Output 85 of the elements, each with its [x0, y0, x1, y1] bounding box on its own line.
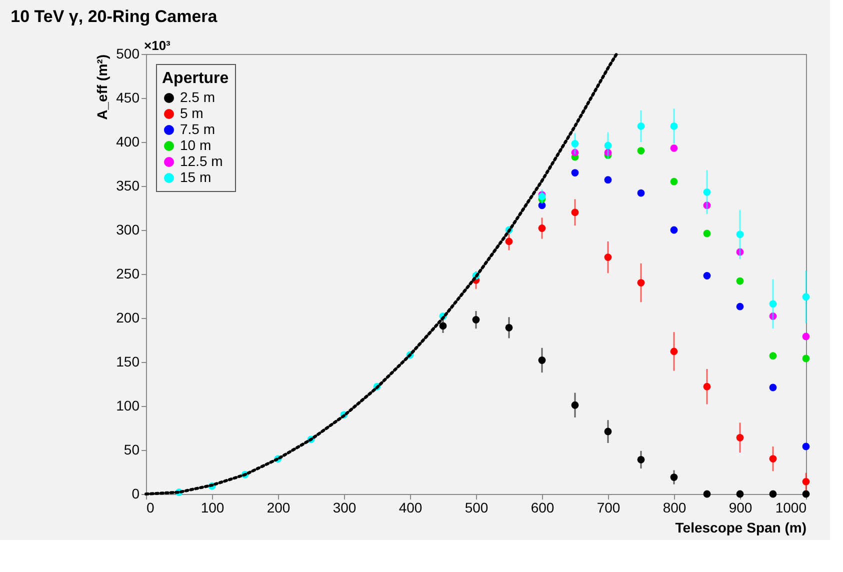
- point: [637, 189, 645, 197]
- y-tick-label: 150: [116, 354, 140, 370]
- legend-label: 12.5 m: [180, 153, 223, 169]
- point: [670, 122, 678, 130]
- x-tick-label: 0: [146, 500, 154, 516]
- point: [802, 478, 810, 486]
- x-tick-label: 900: [728, 500, 752, 516]
- point: [736, 248, 744, 256]
- point: [670, 474, 678, 481]
- y-tick-label: 200: [116, 310, 140, 326]
- point: [769, 490, 777, 498]
- x-tick-label: 200: [266, 500, 290, 516]
- point: [670, 144, 678, 152]
- point: [604, 428, 612, 436]
- point: [637, 122, 645, 130]
- x-tick-label: 100: [200, 500, 224, 516]
- y-tick-label: 250: [116, 266, 140, 282]
- legend-title: Aperture: [162, 70, 229, 87]
- point: [802, 354, 810, 362]
- y-tick-label: 400: [116, 134, 140, 150]
- point: [769, 455, 777, 462]
- y-tick-label: 500: [116, 46, 140, 62]
- point: [637, 456, 645, 464]
- legend-label: 15 m: [180, 169, 212, 185]
- point: [538, 356, 546, 364]
- point: [703, 202, 711, 210]
- point: [802, 490, 810, 498]
- point: [703, 490, 711, 498]
- y-tick-label: 50: [124, 442, 140, 458]
- point: [703, 188, 711, 196]
- point: [571, 140, 579, 148]
- point: [736, 277, 744, 285]
- point: [472, 316, 480, 324]
- point: [769, 312, 777, 320]
- x-tick-label: 1000: [775, 500, 807, 516]
- point: [736, 302, 744, 310]
- x-tick-label: 300: [332, 500, 356, 516]
- legend-label: 10 m: [180, 137, 212, 153]
- point: [703, 382, 711, 390]
- point: [604, 142, 612, 150]
- point: [571, 148, 579, 156]
- point: [604, 148, 612, 156]
- x-tick-label: 800: [662, 500, 686, 516]
- point: [703, 272, 711, 280]
- point: [769, 384, 777, 392]
- point: [604, 254, 612, 261]
- legend-label: 2.5 m: [180, 89, 216, 105]
- x-tick-label: 500: [464, 500, 488, 516]
- chart-title: 10 TeV γ, 20-Ring Camera: [10, 7, 218, 26]
- point: [604, 176, 612, 184]
- point: [670, 348, 678, 356]
- point: [769, 352, 777, 360]
- point: [571, 208, 579, 216]
- legend-label: 7.5 m: [180, 121, 216, 137]
- point: [670, 178, 678, 186]
- point: [703, 230, 711, 238]
- y-axis-title: A_eff (m²): [94, 54, 110, 120]
- point: [571, 169, 579, 176]
- point: [769, 300, 777, 308]
- point: [802, 442, 810, 450]
- point: [571, 401, 579, 409]
- point: [637, 147, 645, 154]
- point: [505, 238, 513, 246]
- point: [637, 279, 645, 286]
- point: [670, 226, 678, 234]
- x-tick-label: 600: [530, 500, 554, 516]
- point: [736, 230, 744, 238]
- x-tick-label: 700: [596, 500, 620, 516]
- point: [736, 490, 744, 498]
- line-series: [144, 52, 618, 496]
- y-tick-label: 450: [116, 90, 140, 106]
- point: [736, 434, 744, 442]
- x-axis-title: Telescope Span (m): [675, 520, 806, 536]
- x-tick-label: 400: [398, 500, 422, 516]
- point: [538, 224, 546, 232]
- legend-label: 5 m: [180, 105, 204, 121]
- y-tick-label: 350: [116, 178, 140, 194]
- point: [439, 322, 447, 330]
- text: ×10³: [144, 38, 172, 53]
- point: [505, 324, 513, 332]
- y-tick-label: 300: [116, 222, 140, 238]
- y-tick-label: 100: [116, 398, 140, 414]
- point: [802, 293, 810, 301]
- point: [802, 332, 810, 340]
- y-tick-label: 0: [132, 486, 140, 502]
